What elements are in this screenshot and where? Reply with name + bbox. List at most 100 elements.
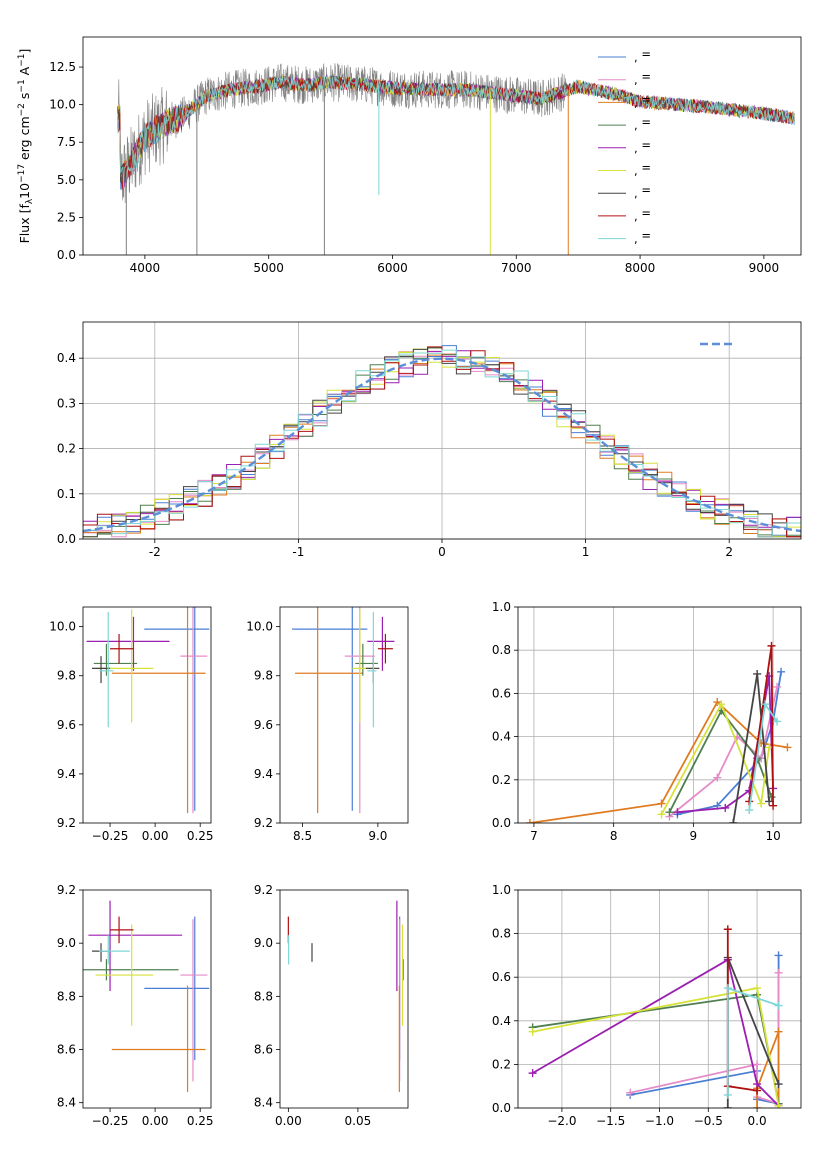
x-tick-label: 8000 xyxy=(625,261,656,275)
x-tick-label: 1 xyxy=(582,545,590,559)
weight-lines xyxy=(528,925,783,1108)
axes-frame xyxy=(82,36,802,256)
y-tick-label: 10.0 xyxy=(49,98,76,112)
axes-frame xyxy=(279,606,409,824)
y-tick-label: 10.0 xyxy=(246,620,273,634)
series-marker xyxy=(774,951,783,960)
y-tick-label: 8.8 xyxy=(57,989,76,1003)
x-tick-label: 5000 xyxy=(253,261,284,275)
series-marker xyxy=(729,819,738,823)
x-tick-label: 6000 xyxy=(377,261,408,275)
y-tick-label: 5.0 xyxy=(57,173,76,187)
series-marker xyxy=(626,1088,635,1097)
axes-frame xyxy=(279,889,409,1109)
histograms xyxy=(83,345,801,538)
y-tick-label: 10.0 xyxy=(49,620,76,634)
y-tick-label: 8.6 xyxy=(254,1043,273,1057)
y-tick-label: 8.4 xyxy=(57,1096,76,1110)
x-tick-label: 8 xyxy=(610,829,618,843)
series-marker xyxy=(665,808,674,817)
y-label-part: s xyxy=(17,93,32,104)
legend-sep: , xyxy=(634,95,641,109)
y-label-part: −1 xyxy=(17,79,27,92)
y-label-part: −2 xyxy=(17,103,27,116)
series-marker xyxy=(761,700,770,709)
legend: , =, =, =, =, =, =, =, =, = xyxy=(598,47,651,246)
y-tick-label: 9.2 xyxy=(254,883,273,897)
spectrum-model-line xyxy=(117,74,795,189)
y-tick-label: 0.4 xyxy=(492,730,511,744)
y-tick-label: 8.6 xyxy=(57,1043,76,1057)
legend-eq: = xyxy=(641,138,651,152)
legend-eq: = xyxy=(641,47,651,61)
series-marker xyxy=(753,1086,762,1095)
axes-frame xyxy=(82,889,212,1109)
y-tick-label: 1.0 xyxy=(492,883,511,897)
x-tick-label: 7 xyxy=(530,829,538,843)
axes-frame xyxy=(82,321,802,540)
errorbars xyxy=(86,607,210,814)
series-marker xyxy=(783,743,792,752)
series-marker xyxy=(753,1060,762,1069)
x-tick-label: 9.0 xyxy=(368,829,387,843)
x-tick-label: -1 xyxy=(292,545,304,559)
x-tick-label: 0.0 xyxy=(748,1114,767,1128)
y-label-part: −17 xyxy=(17,164,27,183)
series-line xyxy=(660,702,770,815)
series-marker xyxy=(525,819,534,823)
series-marker xyxy=(774,968,783,977)
y-tick-label: 9.6 xyxy=(254,718,273,732)
legend-sep: , xyxy=(634,232,641,246)
series-marker xyxy=(753,669,762,678)
legend-entry: , = xyxy=(634,138,651,155)
axes-age-vs-Z: −0.25 0.00 0.25 9.2 9.4 9.6 9.8 10.0 xyxy=(49,606,214,843)
axes-frame xyxy=(82,606,212,824)
series-marker xyxy=(723,1104,732,1108)
y-tick-label: 2.5 xyxy=(57,210,76,224)
series-line xyxy=(756,1031,780,1108)
x-tick-label: 0.25 xyxy=(187,1114,214,1128)
axes-mass-weight-vs-Z: −2.0 −1.5 −1.0 −0.5 0.0 0.0 0.2 0.4 0.6 0.8 1.0 xyxy=(492,883,802,1128)
x-tick-label: −1.5 xyxy=(596,1114,625,1128)
series-marker xyxy=(774,1027,783,1036)
axes-spectrum: 4000 5000 6000 7000 8000 9000 0.0 2.5 5.0 7.5 10.0… xyxy=(17,36,802,275)
x-tick-label: 0.25 xyxy=(187,829,214,843)
legend-entry: , = xyxy=(634,115,651,132)
y-tick-label: 9.8 xyxy=(57,669,76,683)
y-tick-label: 8.4 xyxy=(254,1096,273,1110)
errorbars xyxy=(292,607,395,814)
y-tick-label: 0.3 xyxy=(57,396,76,410)
x-tick-label: 10 xyxy=(765,829,780,843)
y-tick-label: 9.2 xyxy=(57,816,76,830)
series-marker xyxy=(723,925,732,934)
y-label-part: 10 xyxy=(17,183,32,199)
legend-sep: , xyxy=(634,73,641,87)
gaussian-curve xyxy=(83,357,801,533)
spectrum-model-line xyxy=(117,75,795,190)
axes-mass-vs-ebv: 0.00 0.05 8.4 8.6 8.8 9.0 9.2 xyxy=(254,883,409,1128)
series-marker xyxy=(528,1069,537,1078)
legend-eq: = xyxy=(641,70,651,84)
series-marker xyxy=(717,700,726,709)
legend-entry: , = xyxy=(634,47,651,64)
x-tick-label: −0.5 xyxy=(694,1114,723,1128)
axes-mass-vs-Z: −0.25 0.00 0.25 8.4 8.6 8.8 9.0 9.2 xyxy=(57,883,214,1128)
y-label-part: ] xyxy=(17,49,32,54)
series-marker xyxy=(757,799,766,808)
y-label-part: −1 xyxy=(17,54,27,67)
legend-eq: = xyxy=(641,183,651,197)
legend-eq: = xyxy=(641,206,651,220)
series-marker xyxy=(657,810,666,819)
series-marker xyxy=(745,806,754,815)
y-tick-label: 0.8 xyxy=(492,927,511,941)
y-tick-label: 0.6 xyxy=(492,970,511,984)
y-tick-label: 0.1 xyxy=(57,487,76,501)
legend-sep: , xyxy=(634,186,641,200)
series-marker xyxy=(673,808,682,817)
x-tick-label: 0.00 xyxy=(142,829,169,843)
histogram-line xyxy=(83,349,801,538)
legend-entry: , = xyxy=(634,70,651,87)
series-marker xyxy=(753,984,762,993)
y-label-part: Flux [f xyxy=(17,204,32,244)
y-tick-label: 9.2 xyxy=(57,883,76,897)
